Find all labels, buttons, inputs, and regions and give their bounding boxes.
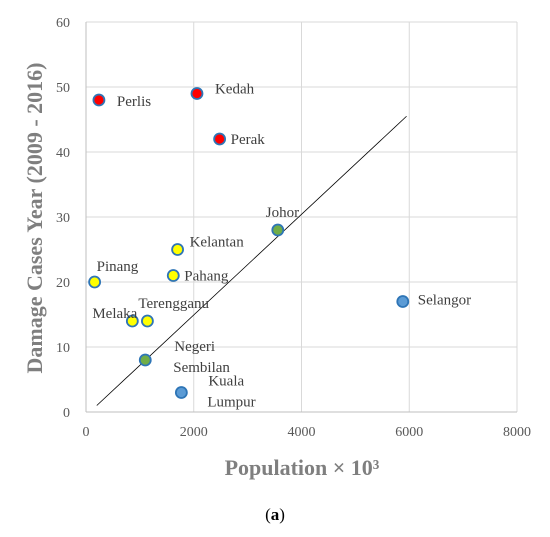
data-point (92, 93, 106, 107)
point-label: Kelantan (190, 235, 245, 251)
data-point (174, 386, 188, 399)
data-point (190, 87, 204, 100)
point-label: Selangor (418, 293, 471, 309)
data-point (125, 314, 139, 328)
point-label: Perlis (117, 94, 151, 110)
tick-labels: 0 2000 4000 6000 8000 0 10 20 30 40 50 60 (56, 16, 531, 440)
point-label: Melaka (92, 306, 137, 322)
x-axis-title: Population × 10³ (225, 455, 380, 480)
y-tick-label: 30 (56, 211, 70, 226)
x-tick-label: 8000 (503, 425, 531, 440)
point-label: Negeri Sembilan (173, 339, 230, 376)
data-point (141, 314, 154, 328)
point-label: Pahang (184, 269, 229, 285)
point-label: Pinang (97, 259, 139, 275)
y-tick-label: 60 (56, 16, 70, 31)
point-labels: Perlis Kedah Perak Johor Kelantan Pahang Pinan… (92, 82, 471, 411)
point-label: Perak (231, 132, 266, 148)
y-tick-label: 20 (56, 276, 70, 291)
data-point (271, 223, 285, 237)
data-point (396, 295, 410, 308)
data-point (171, 243, 184, 256)
data-point (138, 353, 152, 367)
y-tick-label: 50 (56, 81, 70, 96)
data-point (88, 275, 102, 289)
gridlines (86, 21, 518, 412)
data-point (166, 269, 180, 282)
x-tick-label: 2000 (180, 425, 208, 440)
x-tick-label: 4000 (288, 425, 316, 440)
y-tick-label: 40 (56, 146, 70, 161)
axes (85, 22, 517, 413)
data-point (213, 132, 227, 146)
point-label: Kedah (215, 82, 255, 98)
y-axis-title: Damage Cases Year (2009 - 2016) (22, 63, 47, 374)
x-tick-label: 0 (83, 425, 90, 440)
y-tick-label: 10 (56, 341, 70, 356)
point-label: Kuala Lumpur (207, 374, 255, 411)
point-label: Terengganu (138, 296, 209, 312)
x-tick-label: 6000 (395, 425, 423, 440)
point-label: Johor (266, 205, 299, 221)
figure-caption: (a) (265, 505, 285, 524)
y-tick-label: 0 (63, 406, 70, 421)
data-points (88, 87, 410, 399)
